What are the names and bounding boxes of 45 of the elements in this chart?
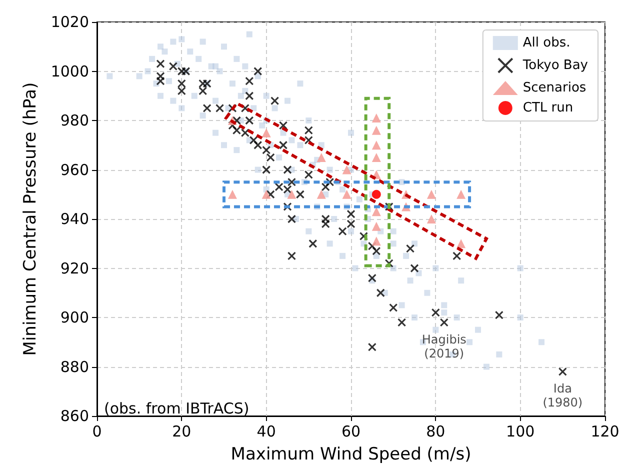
- x-tick-label: 0: [92, 422, 102, 440]
- y-axis-title: Minimum Central Pressure (hPa): [20, 82, 40, 356]
- point: [372, 152, 381, 162]
- x-tick-label: 100: [506, 422, 535, 440]
- point: [372, 236, 381, 246]
- y-tick-label: 1000: [50, 62, 89, 80]
- point: [316, 152, 326, 162]
- x-axis-title: Maximum Wind Speed (m/s): [230, 444, 472, 464]
- y-tick-label: 900: [60, 308, 89, 326]
- y-tick-label: 980: [60, 112, 89, 130]
- point: [372, 140, 381, 150]
- point: [372, 114, 381, 123]
- point: [372, 126, 381, 135]
- point: [228, 190, 237, 199]
- x-tick-label: 20: [172, 422, 192, 440]
- point: [456, 190, 466, 199]
- y-tick-label: 1020: [50, 13, 89, 31]
- point: [262, 128, 271, 138]
- annotation: Ida (1980): [542, 382, 583, 410]
- legend-label: CTL run: [522, 100, 574, 116]
- x-tick-label: 120: [590, 422, 620, 440]
- point: [316, 190, 326, 199]
- x-tick-label: 60: [341, 422, 361, 440]
- x-tick-label: 80: [426, 422, 446, 440]
- point: [372, 190, 381, 199]
- y-tick-label: 860: [60, 407, 89, 425]
- y-tick-label: 960: [60, 160, 89, 179]
- legend-label: Tokyo Bay: [522, 58, 588, 73]
- point: [426, 214, 436, 224]
- point: [456, 239, 466, 248]
- point: [426, 190, 436, 199]
- point: [262, 190, 271, 199]
- legend-label: All obs.: [522, 36, 570, 50]
- y-tick-label: 880: [60, 358, 89, 376]
- legend-label: Scenarios: [522, 80, 586, 96]
- point: [372, 207, 381, 216]
- point: [342, 165, 352, 174]
- y-tick-label: 920: [60, 259, 89, 278]
- y-tick-label: 940: [60, 210, 89, 228]
- annotation: Hagibis (2019): [422, 332, 466, 360]
- point: [287, 190, 296, 199]
- annotation: (obs. from IBTrACS): [104, 400, 250, 418]
- point: [372, 222, 381, 231]
- x-tick-label: 40: [256, 422, 276, 440]
- point: [342, 190, 352, 199]
